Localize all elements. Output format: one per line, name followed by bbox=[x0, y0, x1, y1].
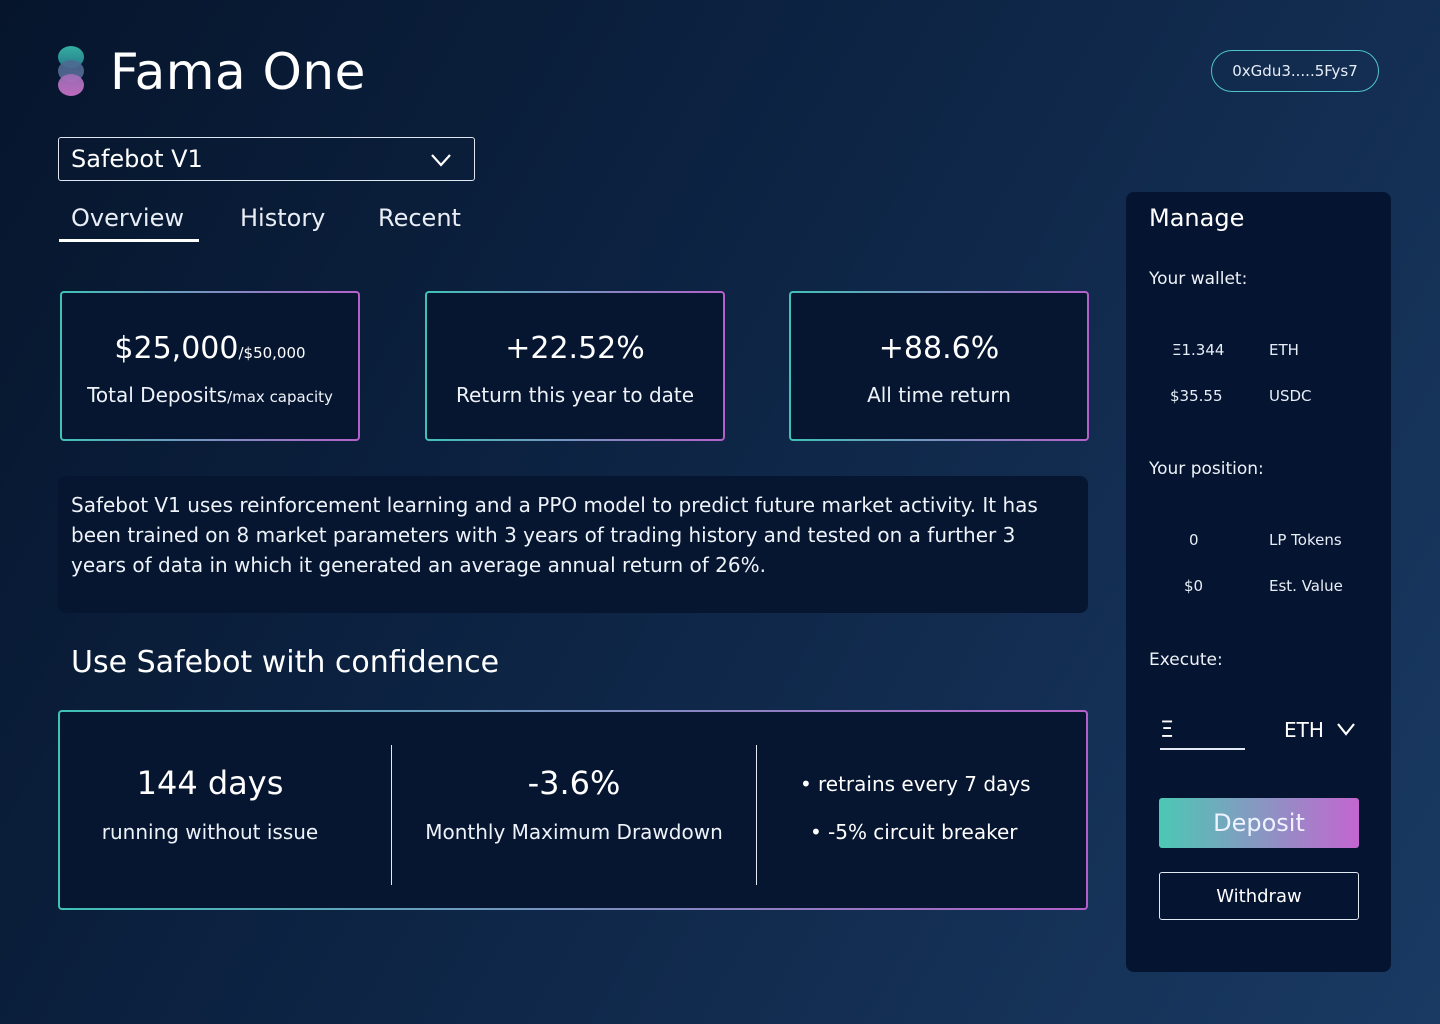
tab-history[interactable]: History bbox=[240, 204, 326, 232]
bullet-item: • -5% circuit breaker bbox=[810, 820, 1018, 844]
withdraw-button[interactable]: Withdraw bbox=[1159, 872, 1359, 920]
fama-logo-icon bbox=[58, 46, 84, 96]
bot-select-value: Safebot V1 bbox=[71, 145, 203, 173]
bullet-item: • retrains every 7 days bbox=[800, 772, 1031, 796]
wallet-usdc-amount: $35.55 bbox=[1170, 387, 1223, 405]
stat-card-deposits: $25,000/$50,000 Total Deposits/max capac… bbox=[60, 291, 360, 441]
deposits-value: $25,000/$50,000 bbox=[114, 331, 306, 366]
wallet-usdc-unit: USDC bbox=[1269, 387, 1312, 405]
chevron-down-icon[interactable] bbox=[1336, 719, 1356, 739]
position-value-amount: $0 bbox=[1184, 577, 1204, 595]
confidence-panel: 144 days running without issue -3.6% Mon… bbox=[58, 710, 1088, 910]
execute-label: Execute: bbox=[1149, 650, 1223, 670]
app-title: Fama One bbox=[110, 43, 366, 101]
amount-input-underline bbox=[1160, 748, 1245, 750]
bot-select-dropdown[interactable]: Safebot V1 bbox=[58, 137, 475, 181]
manage-title: Manage bbox=[1149, 204, 1245, 232]
divider bbox=[756, 745, 757, 885]
ytd-value: +22.52% bbox=[505, 331, 645, 366]
tab-active-indicator bbox=[59, 239, 199, 242]
feature-bullets: • retrains every 7 days • -5% circuit brea… bbox=[800, 772, 1031, 868]
tab-overview[interactable]: Overview bbox=[71, 204, 184, 232]
wallet-eth-amount: Ξ1.344 bbox=[1172, 341, 1225, 359]
drawdown-value: -3.6% bbox=[527, 764, 621, 802]
currency-select[interactable]: ETH bbox=[1284, 718, 1324, 742]
all-time-value: +88.6% bbox=[878, 331, 1000, 366]
drawdown-label: Monthly Maximum Drawdown bbox=[425, 820, 723, 844]
drawdown-stat: -3.6% Monthly Maximum Drawdown bbox=[391, 712, 757, 908]
uptime-stat: 144 days running without issue bbox=[60, 712, 360, 908]
position-lp-unit: LP Tokens bbox=[1269, 531, 1342, 549]
ytd-label: Return this year to date bbox=[455, 383, 695, 407]
amount-input[interactable]: Ξ bbox=[1160, 718, 1174, 743]
position-value-unit: Est. Value bbox=[1269, 577, 1343, 595]
stat-card-ytd: +22.52% Return this year to date bbox=[425, 291, 725, 441]
wallet-address-button[interactable]: 0xGdu3.....5Fys7 bbox=[1211, 50, 1379, 92]
all-time-label: All time return bbox=[867, 383, 1011, 407]
chevron-down-icon bbox=[431, 154, 451, 167]
wallet-eth-unit: ETH bbox=[1269, 341, 1299, 359]
position-label: Your position: bbox=[1149, 459, 1264, 479]
manage-panel: Manage Your wallet: Ξ1.344 ETH $35.55 US… bbox=[1126, 192, 1391, 972]
uptime-label: running without issue bbox=[101, 820, 319, 844]
confidence-title: Use Safebot with confidence bbox=[71, 645, 500, 680]
deposits-max: /$50,000 bbox=[238, 344, 306, 362]
divider bbox=[391, 745, 392, 885]
stat-card-all-time: +88.6% All time return bbox=[789, 291, 1089, 441]
tab-recent[interactable]: Recent bbox=[378, 204, 461, 232]
deposit-button[interactable]: Deposit bbox=[1159, 798, 1359, 848]
uptime-value: 144 days bbox=[136, 764, 284, 802]
bot-description: Safebot V1 uses reinforcement learning a… bbox=[58, 476, 1088, 613]
position-lp-amount: 0 bbox=[1189, 531, 1199, 549]
deposits-label: Total Deposits/max capacity bbox=[87, 383, 333, 407]
wallet-label: Your wallet: bbox=[1149, 269, 1248, 289]
